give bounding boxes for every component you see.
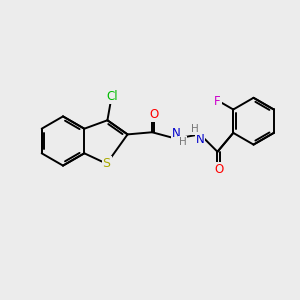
Text: Cl: Cl xyxy=(107,90,118,103)
Text: S: S xyxy=(103,157,111,170)
Text: N: N xyxy=(196,133,204,146)
Text: H: H xyxy=(178,137,186,147)
Text: H: H xyxy=(191,124,199,134)
Text: O: O xyxy=(149,108,158,121)
Text: N: N xyxy=(172,127,180,140)
Text: O: O xyxy=(214,163,224,176)
Text: F: F xyxy=(214,95,221,108)
